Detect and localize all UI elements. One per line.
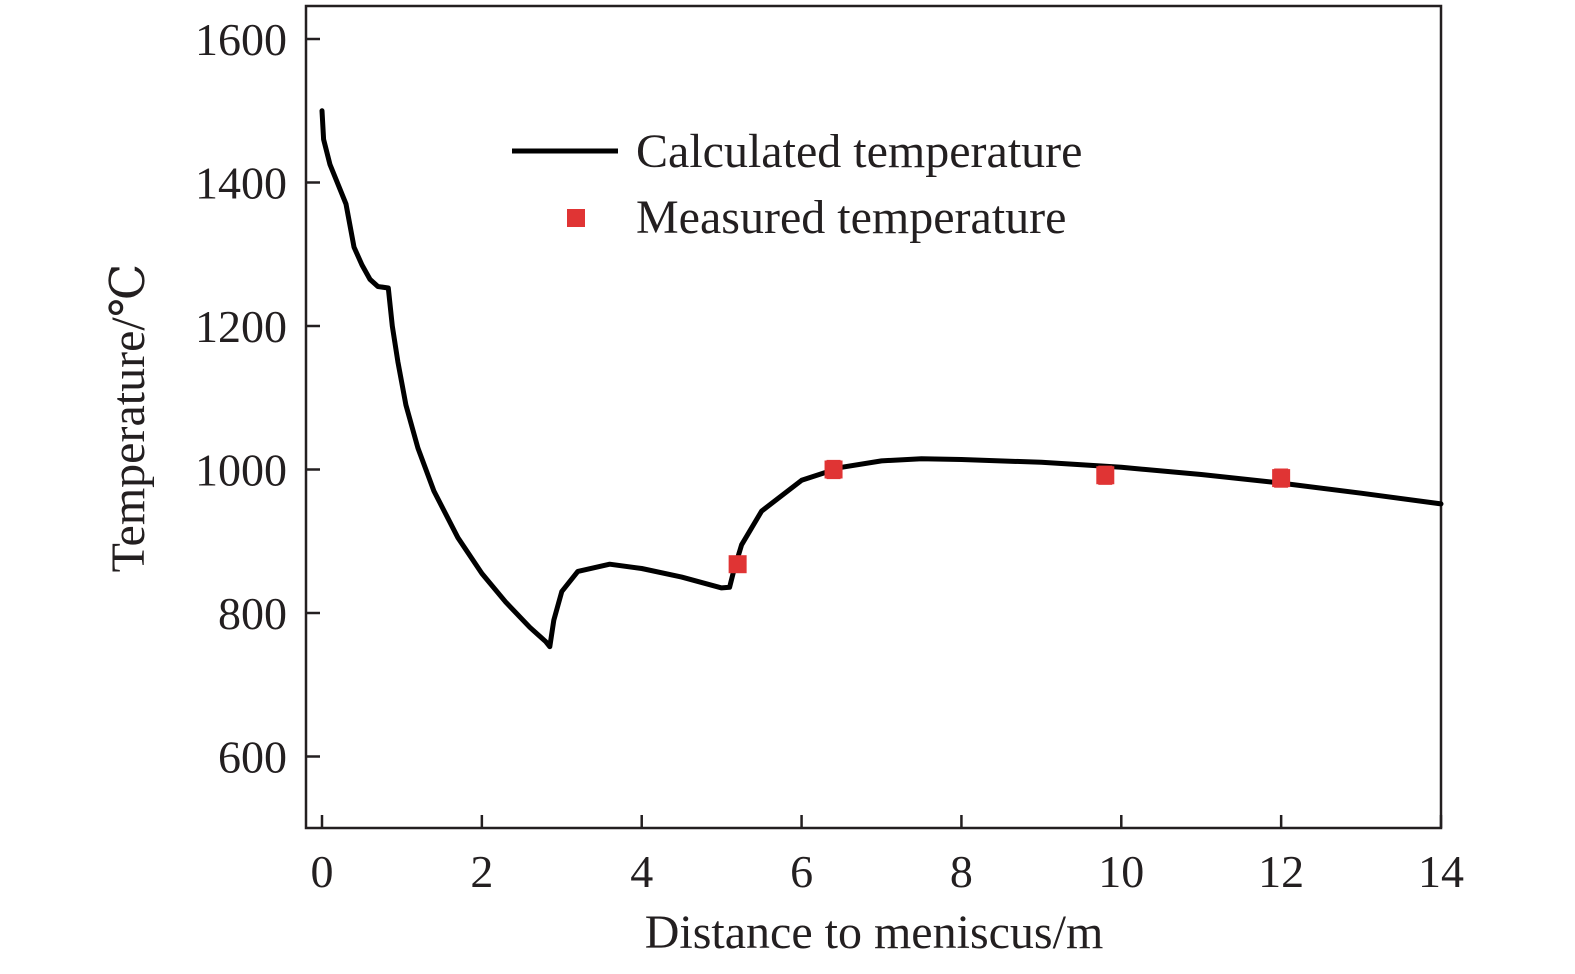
legend: Calculated temperature Measured temperat… [512, 125, 1082, 244]
y-tick-label-800: 800 [218, 588, 287, 639]
axes [304, 4, 1443, 830]
plot-area [319, 108, 1444, 650]
calculated-temperature-line [319, 108, 1444, 650]
legend-marker-measured [567, 209, 585, 227]
y-tick-label-1000: 1000 [195, 445, 287, 496]
legend-label-calculated: Calculated temperature [636, 125, 1082, 178]
measured-marker [728, 555, 747, 574]
plot-frame [304, 4, 1443, 830]
x-tick-label-0: 0 [311, 846, 334, 897]
x-tick-label-10: 10 [1098, 846, 1144, 897]
ticks: 0 2 4 6 8 10 12 14 600 800 1000 1200 1400 1600 [195, 14, 1464, 897]
y-tick-label-600: 600 [218, 732, 287, 783]
x-axis-title: Distance to meniscus/m [645, 906, 1104, 959]
measured-point-2 [824, 459, 843, 480]
measured-point-4 [1272, 468, 1291, 488]
measured-point-1 [728, 555, 747, 574]
x-tick-label-6: 6 [790, 846, 813, 897]
y-axis-title: Temperature/℃ [102, 264, 155, 573]
legend-label-measured: Measured temperature [636, 191, 1066, 244]
x-tick-label-14: 14 [1418, 846, 1464, 897]
x-tick-label-8: 8 [950, 846, 973, 897]
y-tick-label-1200: 1200 [195, 301, 287, 352]
x-tick-label-12: 12 [1258, 846, 1304, 897]
measured-marker [1096, 466, 1115, 485]
measured-marker [824, 460, 843, 479]
x-tick-label-4: 4 [630, 846, 653, 897]
measured-point-3 [1096, 465, 1115, 485]
x-tick-label-2: 2 [470, 846, 493, 897]
measured-marker [1272, 469, 1291, 488]
y-tick-label-1400: 1400 [195, 158, 287, 209]
y-tick-label-1600: 1600 [195, 14, 287, 65]
